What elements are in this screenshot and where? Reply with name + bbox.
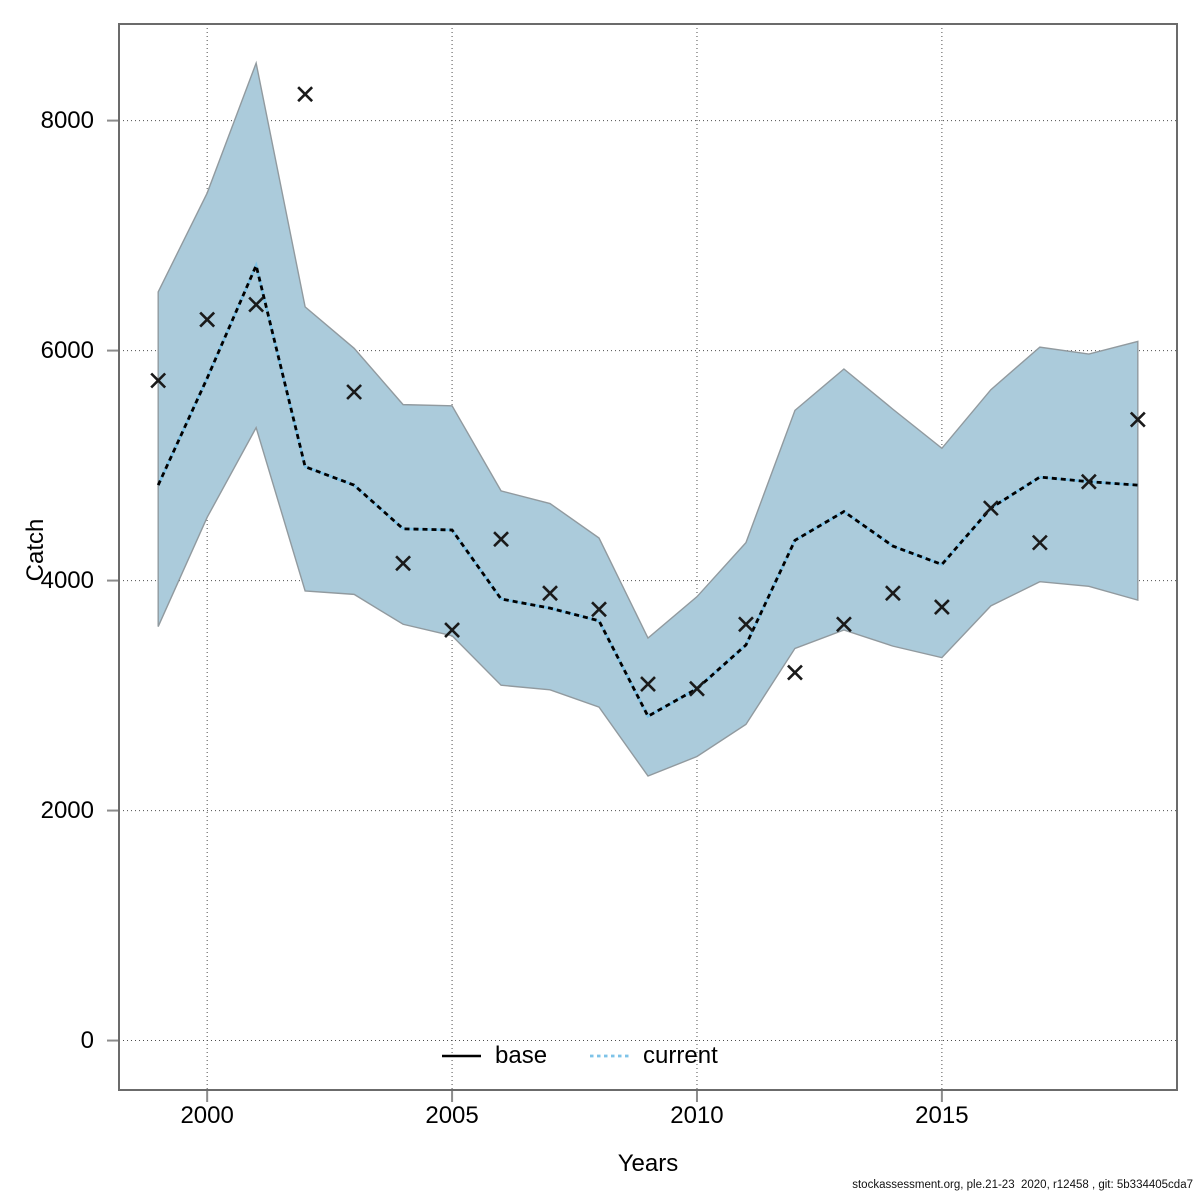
catch-observation-marker bbox=[884, 585, 901, 602]
x-tick-label: 2015 bbox=[915, 1102, 969, 1129]
legend-label-current: current bbox=[643, 1042, 718, 1069]
footer-attribution: stockassessment.org, ple.21-23 2020, r12… bbox=[852, 1179, 1193, 1191]
catch-observation-marker bbox=[297, 86, 314, 103]
x-tick-label: 2000 bbox=[180, 1102, 234, 1129]
catch-observation-marker bbox=[591, 601, 607, 618]
catch-observation-marker bbox=[787, 664, 803, 681]
legend-base-line-icon bbox=[442, 1054, 481, 1058]
catch-observation-marker bbox=[1080, 473, 1097, 490]
catch-observation-marker bbox=[248, 296, 265, 313]
catch-observation-marker bbox=[982, 500, 999, 517]
catch-observation-marker bbox=[150, 372, 167, 389]
catch-observation-marker bbox=[542, 585, 558, 602]
catch-observation-marker bbox=[1031, 534, 1048, 551]
legend: base current bbox=[441, 1041, 718, 1071]
catch-observation-marker bbox=[640, 676, 656, 692]
y-tick-label: 2000 bbox=[40, 796, 94, 824]
legend-current-line-icon bbox=[590, 1054, 630, 1058]
y-tick-label: 8000 bbox=[40, 106, 94, 134]
x-tick-label: 2005 bbox=[425, 1102, 479, 1129]
confidence-band bbox=[157, 60, 1139, 777]
current-fit-line-dashes bbox=[156, 261, 1138, 719]
catch-observation-marker bbox=[395, 555, 412, 572]
y-tick-label: 6000 bbox=[40, 336, 94, 364]
catch-observation-marker bbox=[199, 311, 216, 328]
catch-observation-marker bbox=[933, 599, 950, 615]
catch-observation-marker bbox=[836, 616, 852, 633]
y-tick-label: 4000 bbox=[40, 566, 94, 594]
catch-observation-marker bbox=[689, 680, 705, 697]
y-tick-label: 0 bbox=[80, 1026, 94, 1054]
legend-label-base: base bbox=[495, 1042, 548, 1069]
catch-observation-marker bbox=[738, 616, 754, 633]
x-tick-label: 2010 bbox=[670, 1102, 724, 1129]
plot-frame bbox=[118, 23, 1178, 1091]
catch-observation-marker bbox=[444, 622, 460, 638]
x-axis-title: Years bbox=[617, 1150, 679, 1177]
catch-observation-marker bbox=[346, 384, 363, 400]
catch-observation-marker bbox=[1129, 411, 1146, 428]
catch-observation-marker bbox=[493, 531, 509, 548]
